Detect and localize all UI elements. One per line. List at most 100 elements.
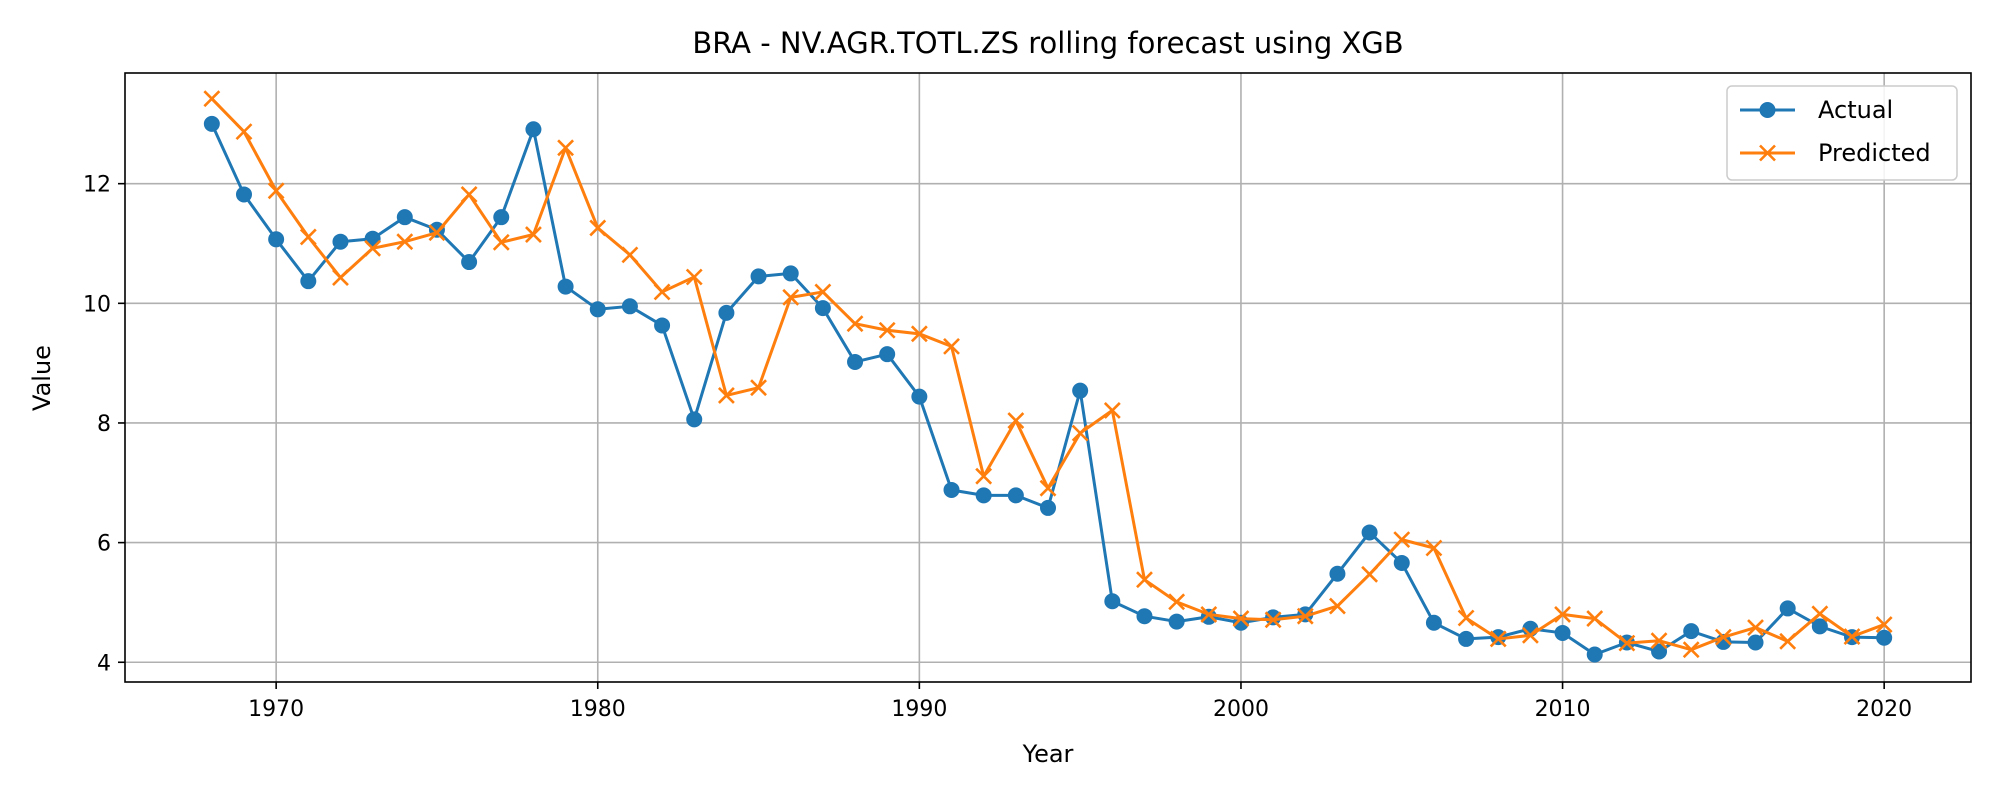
actual-point bbox=[1393, 554, 1410, 571]
predicted-point bbox=[428, 224, 446, 242]
actual-point bbox=[268, 231, 285, 248]
x-tick-label: 2020 bbox=[1856, 697, 1912, 722]
plot-frame bbox=[124, 72, 1972, 683]
predicted-point bbox=[685, 268, 703, 286]
actual-point bbox=[1007, 487, 1024, 504]
actual-point bbox=[300, 273, 317, 290]
actual-point bbox=[1876, 629, 1893, 646]
actual-point bbox=[718, 304, 735, 321]
actual-point bbox=[654, 317, 671, 334]
predicted-point bbox=[557, 139, 575, 157]
actual-point bbox=[493, 209, 510, 226]
actual-point bbox=[1586, 646, 1603, 663]
predicted-line bbox=[210, 97, 1885, 652]
actual-point bbox=[203, 115, 220, 132]
predicted-point bbox=[235, 123, 253, 141]
predicted-point bbox=[975, 467, 993, 485]
actual-point bbox=[525, 121, 542, 138]
predicted-point bbox=[1329, 597, 1346, 615]
actual-point bbox=[847, 353, 864, 370]
actual-point bbox=[1361, 524, 1378, 541]
y-tick-label: 4 bbox=[97, 651, 111, 676]
predicted-legend-marker bbox=[1759, 144, 1776, 162]
predicted-point bbox=[1811, 605, 1829, 623]
predicted-point bbox=[492, 233, 510, 251]
predicted-point bbox=[1200, 605, 1218, 623]
predicted-point bbox=[1682, 641, 1700, 659]
predicted-legend-label: Predicted bbox=[1818, 139, 1931, 167]
predicted-point bbox=[878, 321, 896, 339]
actual-point bbox=[1168, 613, 1185, 630]
actual-point bbox=[943, 481, 960, 498]
actual-point bbox=[814, 300, 831, 317]
actual-point bbox=[396, 209, 413, 226]
actual-point bbox=[1458, 630, 1475, 647]
actual-point bbox=[975, 487, 992, 504]
grid-lines bbox=[125, 73, 1971, 682]
predicted-point bbox=[1714, 628, 1732, 646]
predicted-point bbox=[1875, 616, 1893, 633]
actual-point bbox=[332, 233, 349, 250]
actual-point bbox=[1779, 600, 1796, 617]
predicted-series bbox=[203, 90, 1893, 659]
predicted-point bbox=[1232, 610, 1250, 628]
predicted-point bbox=[1586, 610, 1604, 628]
axis-ticks: 1970 1980 1990 2000 2010 2020 4 6 8 10 12 bbox=[83, 173, 1912, 722]
actual-point bbox=[1329, 565, 1346, 582]
predicted-point bbox=[910, 325, 928, 343]
actual-point bbox=[1683, 623, 1700, 640]
predicted-point bbox=[1554, 605, 1571, 623]
actual-point bbox=[621, 298, 638, 315]
predicted-point bbox=[525, 226, 542, 243]
actual-point bbox=[1104, 593, 1121, 610]
predicted-point bbox=[1747, 619, 1764, 636]
predicted-point bbox=[1779, 632, 1797, 650]
actual-point bbox=[1554, 624, 1571, 641]
actual-legend-marker bbox=[1759, 102, 1776, 118]
chart-title: BRA - NV.AGR.TOTL.ZS rolling forecast us… bbox=[692, 26, 1403, 60]
y-tick-label: 10 bbox=[83, 292, 111, 317]
predicted-point bbox=[1264, 611, 1282, 629]
predicted-point bbox=[396, 233, 414, 251]
y-tick-label: 12 bbox=[83, 173, 111, 198]
predicted-point bbox=[846, 315, 864, 333]
x-tick-label: 1990 bbox=[891, 697, 947, 722]
predicted-point bbox=[1103, 401, 1121, 419]
predicted-point bbox=[267, 182, 285, 200]
predicted-point bbox=[1618, 634, 1636, 652]
predicted-point bbox=[332, 269, 349, 287]
predicted-point bbox=[717, 387, 735, 404]
predicted-point bbox=[1007, 412, 1025, 429]
y-tick-label: 6 bbox=[97, 532, 111, 557]
actual-point bbox=[750, 268, 767, 285]
actual-point bbox=[911, 388, 928, 405]
predicted-point bbox=[814, 283, 832, 301]
predicted-point bbox=[460, 186, 478, 203]
actual-point bbox=[879, 346, 896, 363]
actual-point bbox=[782, 265, 799, 282]
actual-point bbox=[1651, 643, 1668, 660]
predicted-point bbox=[1296, 607, 1314, 625]
predicted-point bbox=[364, 239, 382, 257]
legend: Actual Predicted bbox=[1726, 85, 1958, 181]
actual-point bbox=[1136, 608, 1153, 625]
actual-point bbox=[461, 254, 478, 271]
predicted-point bbox=[653, 283, 671, 301]
x-tick-label: 1970 bbox=[248, 697, 304, 722]
predicted-point bbox=[943, 337, 960, 355]
predicted-point bbox=[1425, 539, 1443, 557]
actual-point bbox=[1425, 614, 1442, 631]
predicted-point bbox=[1843, 628, 1861, 645]
predicted-point bbox=[1489, 630, 1507, 648]
predicted-point bbox=[1039, 479, 1057, 497]
x-tick-label: 2010 bbox=[1535, 697, 1591, 722]
actual-point bbox=[557, 278, 574, 295]
y-tick-label: 8 bbox=[97, 412, 111, 437]
predicted-point bbox=[621, 246, 639, 264]
actual-point bbox=[1072, 382, 1089, 399]
actual-point bbox=[235, 186, 252, 203]
predicted-point bbox=[1521, 626, 1539, 644]
actual-point bbox=[686, 411, 703, 428]
actual-point bbox=[589, 301, 606, 318]
actual-point bbox=[1040, 499, 1056, 516]
